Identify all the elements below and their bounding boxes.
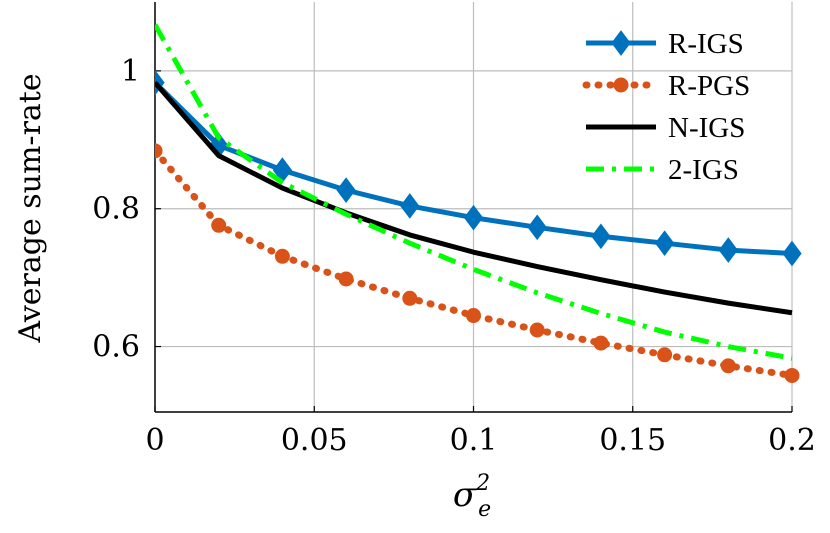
series-r-pgs	[155, 143, 800, 383]
data-point-r-pgs	[466, 308, 481, 324]
series-line-2-igs	[155, 23, 793, 361]
data-point-r-igs	[654, 230, 675, 257]
series-n-igs	[155, 80, 793, 316]
y-tick-label: 0.6	[92, 330, 140, 365]
x-tick-label: 0.2	[768, 423, 816, 458]
legend-label-r-igs: R-IGS	[668, 28, 744, 60]
data-point-r-pgs	[211, 217, 227, 233]
x-tick-label: 0.15	[599, 423, 666, 458]
data-point-r-igs	[463, 204, 484, 231]
legend: R-IGS R-PGS N-IGS 2-IGS	[582, 28, 750, 186]
x-axis-label-superscript: 2	[475, 471, 490, 496]
data-point-r-pgs	[593, 335, 609, 351]
x-tick-label: 0.1	[450, 423, 498, 458]
series-r-igs	[155, 69, 802, 267]
legend-marker-r-pgs	[613, 77, 629, 93]
tick-labels: 0 0.05 0.1 0.15 0.2 0.6 0.8 1	[92, 54, 816, 458]
legend-marker-r-igs	[611, 30, 631, 56]
data-point-r-igs	[400, 193, 420, 219]
data-point-r-igs	[336, 177, 356, 203]
legend-item-n-igs: N-IGS	[586, 112, 745, 144]
legend-label-2-igs: 2-IGS	[668, 154, 739, 186]
legend-item-r-igs: R-IGS	[586, 28, 744, 60]
data-point-r-igs	[527, 214, 547, 241]
x-tick-label: 0	[145, 423, 164, 458]
data-point-r-pgs	[720, 358, 736, 374]
legend-item-r-pgs: R-PGS	[582, 70, 750, 102]
data-point-r-igs	[591, 223, 611, 250]
series-line-n-igs	[155, 80, 793, 316]
plot-area	[155, 23, 802, 383]
x-axis-label: σ2 e	[453, 471, 491, 522]
data-point-r-igs	[718, 237, 738, 263]
series-2-igs	[155, 23, 793, 361]
data-point-r-pgs	[784, 367, 800, 383]
x-tick-label: 0.05	[281, 423, 348, 458]
y-axis-label: Average sum-rate	[13, 73, 48, 343]
x-axis-label-base: σ	[453, 475, 477, 515]
legend-label-n-igs: N-IGS	[668, 112, 745, 144]
y-tick-label: 1	[121, 54, 140, 89]
data-point-r-pgs	[155, 143, 163, 159]
data-point-r-pgs	[657, 347, 673, 363]
legend-label-r-pgs: R-PGS	[668, 70, 750, 102]
data-point-r-pgs	[529, 322, 545, 338]
legend-item-2-igs: 2-IGS	[586, 154, 739, 186]
data-point-r-pgs	[274, 248, 290, 264]
y-tick-label: 0.8	[92, 192, 140, 227]
x-axis-label-subscript: e	[478, 497, 491, 522]
data-point-r-pgs	[402, 290, 418, 306]
data-point-r-pgs	[338, 271, 354, 287]
data-point-r-igs	[782, 240, 802, 267]
